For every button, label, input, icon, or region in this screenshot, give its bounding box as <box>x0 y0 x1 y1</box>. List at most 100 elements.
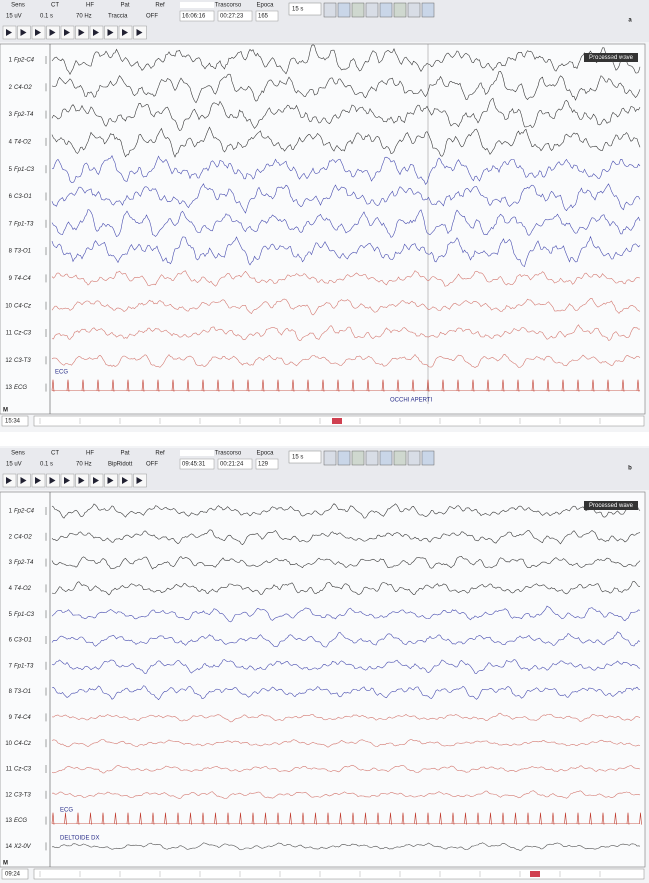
channel-number: 4 <box>9 586 13 592</box>
button-glyph <box>6 29 12 36</box>
button-glyph <box>78 29 85 36</box>
eeg-trace <box>51 97 641 131</box>
toolbar-value[interactable]: 70 Hz <box>76 14 92 20</box>
toolbar-value[interactable]: 165 <box>258 14 269 20</box>
tool-icon[interactable] <box>421 450 435 466</box>
eeg-area <box>0 491 646 868</box>
toolbar-value[interactable]: 129 <box>258 462 269 468</box>
toolbar-header: CT <box>51 451 59 457</box>
toolbar-value[interactable]: 16:06:16 <box>182 14 206 20</box>
channel-name: C4-O2 <box>14 534 32 540</box>
toolbar-value[interactable]: 70 Hz <box>76 462 92 468</box>
time-window-select[interactable] <box>288 450 322 464</box>
eeg-trace <box>51 712 641 723</box>
toolbar-value[interactable]: 15 uV <box>6 462 22 468</box>
processed-label: Processed wave <box>589 55 634 61</box>
footer-time: 09:24 <box>5 872 21 878</box>
tool-icon[interactable] <box>365 450 379 466</box>
button-glyph <box>20 29 27 36</box>
tool-icon[interactable] <box>337 450 351 466</box>
toolbar-value[interactable]: 09:45:31 <box>182 462 206 468</box>
time-window[interactable]: 15 s <box>292 455 303 461</box>
channel-name: Fp2-C4 <box>14 58 35 64</box>
tool-icon[interactable] <box>393 2 407 18</box>
eeg-trace <box>51 605 641 623</box>
channel-number: 7 <box>9 663 13 669</box>
channel-number: 6 <box>9 194 13 200</box>
value-box <box>217 10 253 22</box>
eeg-trace <box>51 555 641 570</box>
toolbar-value[interactable]: OFF <box>146 14 158 20</box>
channel-name: C4-Cz <box>14 741 31 747</box>
toolbar-value[interactable]: 0.1 s <box>40 462 53 468</box>
eeg-trace <box>51 812 642 825</box>
marker: M <box>3 861 8 867</box>
annotation: DELTOIDE DX <box>60 836 99 842</box>
tool-icon[interactable] <box>323 450 337 466</box>
toolbar-value[interactable]: 00:21:24 <box>220 462 244 468</box>
tool-icon[interactable] <box>407 450 421 466</box>
eeg-trace <box>51 659 641 675</box>
tool-icon[interactable] <box>379 2 393 18</box>
tool-icon[interactable] <box>337 2 351 18</box>
toolbar-value[interactable]: 00:27:23 <box>220 14 244 20</box>
tool-icon[interactable] <box>351 2 365 18</box>
button-glyph <box>136 29 143 36</box>
channel-number: 13 <box>5 818 12 824</box>
eeg-trace <box>51 44 641 75</box>
button-glyph <box>64 477 70 484</box>
toolbar-header: CT <box>51 3 59 9</box>
tool-icon[interactable] <box>323 2 337 18</box>
channel-number: 3 <box>9 560 13 566</box>
button-glyph <box>122 29 128 36</box>
channel-number: 4 <box>9 139 13 145</box>
redacted-field <box>180 450 214 456</box>
channel-number: 13 <box>5 385 12 391</box>
channel-name: C4-Cz <box>14 303 31 309</box>
tool-icon[interactable] <box>379 450 393 466</box>
scroll-thumb[interactable] <box>332 418 342 424</box>
channel-name: Fp2-C4 <box>14 509 35 515</box>
tool-icon[interactable] <box>393 450 407 466</box>
channel-name: C3-T3 <box>14 792 31 798</box>
value-box <box>179 458 215 470</box>
channel-name: ECG <box>14 385 27 391</box>
toolbar-value[interactable]: BipRidott <box>108 462 133 468</box>
toolbar-value[interactable]: 15 uV <box>6 14 22 20</box>
tool-icon[interactable] <box>421 2 435 18</box>
toolbar-value[interactable]: 0.1 s <box>40 14 53 20</box>
channel-name: C3-O1 <box>14 194 32 200</box>
channel-name: X2-0V <box>13 844 32 850</box>
channel-number: 12 <box>5 358 12 364</box>
eeg-trace <box>51 235 641 268</box>
tool-icon[interactable] <box>365 2 379 18</box>
annotation: ECG <box>60 808 73 814</box>
time-window[interactable]: 15 s <box>292 7 303 13</box>
button-glyph <box>35 477 41 484</box>
channel-number: 7 <box>9 221 13 227</box>
button-glyph <box>93 29 99 36</box>
channel-name: ECG <box>14 818 27 824</box>
annotation: ECG <box>55 370 68 376</box>
channel-number: 11 <box>6 331 13 337</box>
channel-number: 9 <box>9 715 13 721</box>
channel-number: 2 <box>9 534 13 540</box>
scrollbar[interactable] <box>33 868 645 880</box>
tool-icon[interactable] <box>407 2 421 18</box>
eeg-trace <box>51 631 641 648</box>
scroll-thumb[interactable] <box>530 871 540 877</box>
eeg-trace <box>51 790 641 799</box>
toolbar-header: Pat <box>120 3 129 9</box>
time-window-select[interactable] <box>288 2 322 16</box>
channel-number: 14 <box>5 844 12 850</box>
channel-number: 1 <box>9 58 13 64</box>
tool-icon[interactable] <box>351 450 365 466</box>
channel-name: C3-O1 <box>14 638 32 644</box>
eeg-area <box>0 43 646 415</box>
toolbar-header: Sens <box>11 3 25 9</box>
channel-number: 2 <box>9 85 13 91</box>
channel-number: 1 <box>9 509 13 515</box>
toolbar-value[interactable]: Traccia <box>108 14 128 20</box>
channel-number: 5 <box>9 612 13 618</box>
toolbar-value[interactable]: OFF <box>146 462 158 468</box>
